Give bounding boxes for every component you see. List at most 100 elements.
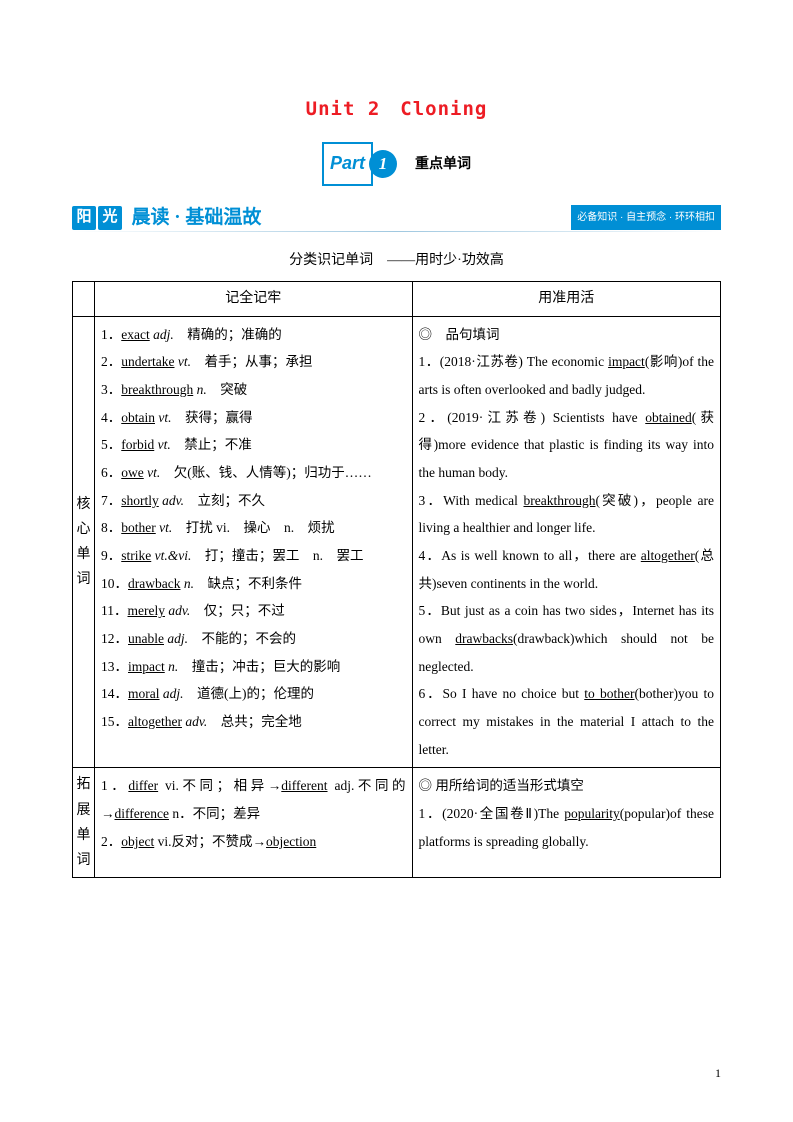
header-left: 记全记牢 [95, 282, 413, 316]
u: different [281, 778, 327, 793]
vocab-entry: 13．impact n. 撞击；冲击；巨大的影响 [101, 653, 406, 681]
num: 1． [101, 327, 121, 342]
page-number: 1 [715, 1061, 721, 1086]
u: object [121, 834, 154, 849]
u: differ [128, 778, 158, 793]
ext-words-right: ◎ 用所给词的适当形式填空 1．(2020·全国卷Ⅱ)The popularit… [412, 768, 720, 878]
word: owe [121, 465, 144, 480]
ext-words-left: 1．differ vi.不同；相异→different adj.不同的→diff… [95, 768, 413, 878]
num: 10． [101, 576, 128, 591]
banner-subtitle: 必备知识 · 自主预念 · 环环相扣 [571, 205, 721, 230]
badge-char-2: 光 [98, 206, 122, 230]
u: popularity [564, 806, 620, 821]
num: 7． [101, 493, 121, 508]
pos: vt. [155, 410, 172, 425]
vocab-entry: 11．merely adv. 仅；只；不过 [101, 597, 406, 625]
def: 缺点；不利条件 [194, 576, 302, 591]
num: 11． [101, 603, 128, 618]
t: 4．As is well known to all，there are [419, 548, 641, 563]
ext-words-side: 拓展单词 [73, 768, 95, 878]
banner-badge: 阳 光 [72, 206, 124, 230]
word: moral [128, 686, 160, 701]
def: 总共；完全地 [207, 714, 302, 729]
pos: vt. [174, 354, 191, 369]
vocab-entry: 1．exact adj. 精确的；准确的 [101, 321, 406, 349]
num: 9． [101, 548, 121, 563]
part-number: 1 [369, 150, 397, 178]
def: 突破 [207, 382, 248, 397]
num: 12． [101, 631, 128, 646]
t: 3．With medical [419, 493, 524, 508]
t: 1．(2018·江苏卷) The economic [419, 354, 609, 369]
fill-head: ◎ 品句填词 [419, 327, 500, 342]
banner-underline [72, 231, 721, 232]
word: forbid [121, 437, 154, 452]
t: n．不同；差异 [169, 806, 260, 821]
u: objection [266, 834, 316, 849]
num: 3． [101, 382, 121, 397]
t: 2．(2019·江苏卷) Scientists have [419, 410, 646, 425]
vocab-entry: 3．breakthrough n. 突破 [101, 376, 406, 404]
pos: vt. [154, 437, 171, 452]
t: 1． [101, 778, 128, 793]
banner-title: 晨读 · 基础温故 [132, 207, 262, 228]
def: 道德(上)的；伦理的 [184, 686, 315, 701]
def: 撞击；冲击；巨大的影响 [178, 659, 340, 674]
num: 8． [101, 520, 121, 535]
header-right: 用准用活 [412, 282, 720, 316]
part-label: 重点单词 [415, 149, 471, 178]
vocab-entry: 12．unable adj. 不能的；不会的 [101, 625, 406, 653]
def: 欠(账、钱、人情等)；归功于…… [160, 465, 372, 480]
t: vi.不同；相异→ [158, 778, 281, 793]
core-words-row: 核心单词 1．exact adj. 精确的；准确的2．undertake vt.… [73, 316, 721, 768]
vocab-entry: 5．forbid vt. 禁止；不准 [101, 431, 406, 459]
word: impact [128, 659, 165, 674]
section-banner: 阳 光 晨读 · 基础温故 必备知识 · 自主预念 · 环环相扣 [72, 198, 721, 232]
vocab-entry: 4．obtain vt. 获得；赢得 [101, 404, 406, 432]
u: impact [608, 354, 645, 369]
def: 禁止；不准 [171, 437, 252, 452]
vocab-entry: 2．undertake vt. 着手；从事；承担 [101, 348, 406, 376]
vocab-entry: 6．owe vt. 欠(账、钱、人情等)；归功于…… [101, 459, 406, 487]
num: 13． [101, 659, 128, 674]
def: 立刻；不久 [184, 493, 265, 508]
pos: adj. [160, 686, 184, 701]
word: shortly [121, 493, 159, 508]
pos: n. [180, 576, 194, 591]
u: obtained [645, 410, 692, 425]
vocab-entry: 15．altogether adv. 总共；完全地 [101, 708, 406, 736]
num: 4． [101, 410, 121, 425]
num: 2． [101, 354, 121, 369]
pos: n. [193, 382, 207, 397]
u: to bother [584, 686, 634, 701]
ext-words-row: 拓展单词 1．differ vi.不同；相异→different adj.不同的… [73, 768, 721, 878]
classify-heading: 分类识记单词 ——用时少·功效高 [72, 246, 721, 275]
def: 仅；只；不过 [190, 603, 285, 618]
def: 打扰 vi. 操心 n. 烦扰 [172, 520, 334, 535]
fill-head: ◎ 用所给词的适当形式填空 [419, 778, 584, 793]
vocab-entry: 10．drawback n. 缺点；不利条件 [101, 570, 406, 598]
u: altogether [641, 548, 695, 563]
core-words-side-text: 核心单词 [77, 492, 91, 593]
pos: vt. [156, 520, 173, 535]
word: altogether [128, 714, 182, 729]
word: exact [121, 327, 149, 342]
num: 6． [101, 465, 121, 480]
t: 6．So I have no choice but [419, 686, 585, 701]
table-header-row: 记全记牢 用准用活 [73, 282, 721, 316]
u: difference [115, 806, 169, 821]
pos: adv. [159, 493, 184, 508]
def: 获得；赢得 [172, 410, 253, 425]
part-word: Part [322, 142, 373, 186]
word: undertake [121, 354, 174, 369]
num: 14． [101, 686, 128, 701]
word: bother [121, 520, 156, 535]
vocab-table: 记全记牢 用准用活 核心单词 1．exact adj. 精确的；准确的2．und… [72, 281, 721, 878]
num: 5． [101, 437, 121, 452]
vocab-entry: 7．shortly adv. 立刻；不久 [101, 487, 406, 515]
part-graphic: Part 1 [322, 148, 397, 180]
vocab-entry: 9．strike vt.&vi. 打；撞击；罢工 n. 罢工 [101, 542, 406, 570]
header-blank [73, 282, 95, 316]
core-words-left: 1．exact adj. 精确的；准确的2．undertake vt. 着手；从… [95, 316, 413, 768]
word: breakthrough [121, 382, 193, 397]
